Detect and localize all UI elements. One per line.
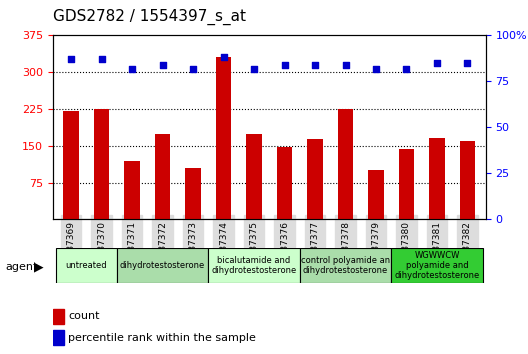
Bar [125, 161, 140, 219]
Text: ▶: ▶ [34, 261, 44, 274]
Bar [94, 109, 109, 219]
Text: dihydrotestosterone: dihydrotestosterone [120, 261, 205, 270]
Text: control polyamide an
dihydrotestosterone: control polyamide an dihydrotestosterone [301, 256, 390, 275]
Bar [399, 149, 414, 219]
Point [67, 57, 76, 62]
Point [341, 62, 350, 68]
Bar [307, 139, 323, 219]
Bar [185, 168, 201, 219]
Point [158, 62, 167, 68]
Bar [247, 133, 262, 219]
Point [463, 60, 472, 66]
Text: untreated: untreated [65, 261, 107, 270]
Bar [277, 147, 292, 219]
Text: WGWWCW
polyamide and
dihydrotestosterone: WGWWCW polyamide and dihydrotestosterone [394, 251, 479, 280]
FancyBboxPatch shape [209, 248, 300, 283]
Point [433, 60, 441, 66]
Point [280, 62, 289, 68]
Point [311, 62, 319, 68]
FancyBboxPatch shape [117, 248, 209, 283]
Text: GDS2782 / 1554397_s_at: GDS2782 / 1554397_s_at [53, 8, 246, 25]
Point [128, 66, 136, 72]
Bar [216, 57, 231, 219]
Bar [338, 109, 353, 219]
Bar [63, 112, 79, 219]
FancyBboxPatch shape [56, 248, 117, 283]
Point [250, 66, 258, 72]
Bar [369, 170, 384, 219]
Text: count: count [68, 311, 99, 321]
Point [219, 55, 228, 60]
Text: bicalutamide and
dihydrotestosterone: bicalutamide and dihydrotestosterone [211, 256, 297, 275]
Bar [53, 309, 64, 324]
FancyBboxPatch shape [300, 248, 391, 283]
FancyBboxPatch shape [391, 248, 483, 283]
Point [189, 66, 197, 72]
Bar [429, 138, 445, 219]
Point [97, 57, 106, 62]
Text: percentile rank within the sample: percentile rank within the sample [68, 332, 256, 343]
Text: agent: agent [5, 262, 37, 272]
Bar [460, 141, 475, 219]
Point [402, 66, 411, 72]
Bar [53, 330, 64, 345]
Bar [155, 133, 170, 219]
Point [372, 66, 380, 72]
